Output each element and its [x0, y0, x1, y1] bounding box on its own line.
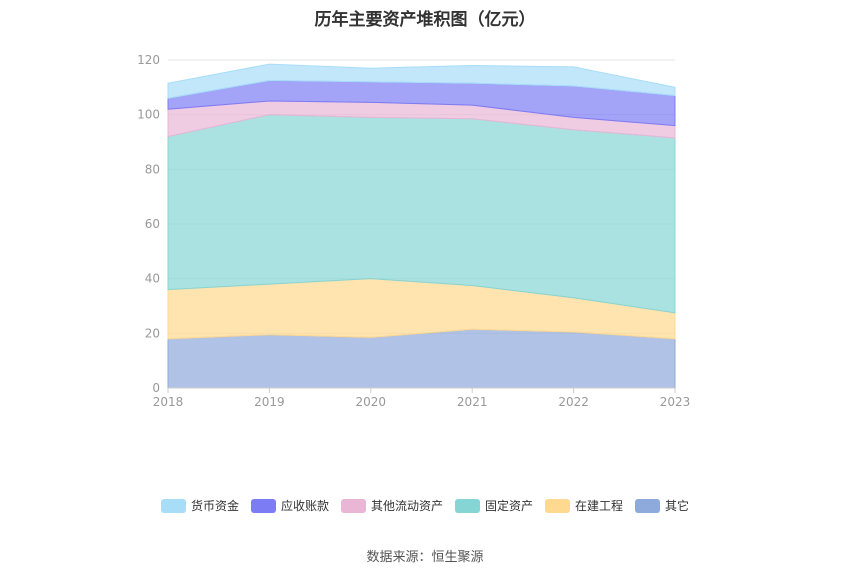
- legend-item-3[interactable]: 固定资产: [455, 497, 533, 514]
- area-series-5[interactable]: [167, 63, 676, 99]
- legend-item-4[interactable]: 在建工程: [545, 497, 623, 514]
- y-tick-label-60: 60: [145, 217, 160, 231]
- legend-swatch: [455, 498, 480, 513]
- x-tick-label-2020: 2020: [356, 395, 387, 409]
- y-tick-label-120: 120: [137, 53, 160, 67]
- y-tick-label-100: 100: [137, 108, 160, 122]
- legend-swatch: [635, 498, 661, 513]
- x-tick-label-2019: 2019: [254, 395, 285, 409]
- legend-label: 固定资产: [485, 499, 534, 513]
- legend-swatch: [545, 498, 571, 513]
- legend-label: 其他流动资产: [370, 499, 443, 513]
- y-tick-label-20: 20: [145, 326, 160, 340]
- legend-item-5[interactable]: 其它: [635, 497, 689, 514]
- x-tick-label-2021: 2021: [457, 395, 488, 409]
- data-source-note: 数据来源：恒生聚源: [366, 550, 484, 565]
- y-tick-label-40: 40: [145, 272, 160, 286]
- legend-label: 在建工程: [575, 499, 624, 513]
- axis-layer: 0 20 40 60 80 100 120 2018 2019 2020 2021 2022 2023: [137, 53, 690, 409]
- legend-item-1[interactable]: 应收账款: [250, 497, 329, 514]
- legend-label: 应收账款: [280, 499, 329, 513]
- legend-label: 其它: [665, 499, 690, 513]
- x-tick-label-2022: 2022: [558, 395, 589, 409]
- y-tick-label-80: 80: [145, 162, 160, 176]
- legend-swatch: [160, 498, 186, 513]
- legend-swatch: [250, 498, 276, 513]
- area-layer: [167, 63, 676, 389]
- y-tick-label-0: 0: [152, 381, 160, 395]
- legend-item-0[interactable]: 货币资金: [160, 497, 239, 514]
- area-series-0[interactable]: [167, 328, 676, 389]
- x-tick-label-2023: 2023: [660, 395, 691, 409]
- chart-title: 历年主要资产堆积图（亿元）: [314, 10, 536, 30]
- legend-item-2[interactable]: 其他流动资产: [340, 497, 443, 514]
- legend-label: 货币资金: [190, 499, 239, 513]
- chart-legend: 货币资金 应收账款 其他流动资产 固定资产 在建工程 其它: [0, 497, 850, 514]
- legend-swatch: [340, 498, 366, 513]
- x-tick-label-2018: 2018: [153, 395, 184, 409]
